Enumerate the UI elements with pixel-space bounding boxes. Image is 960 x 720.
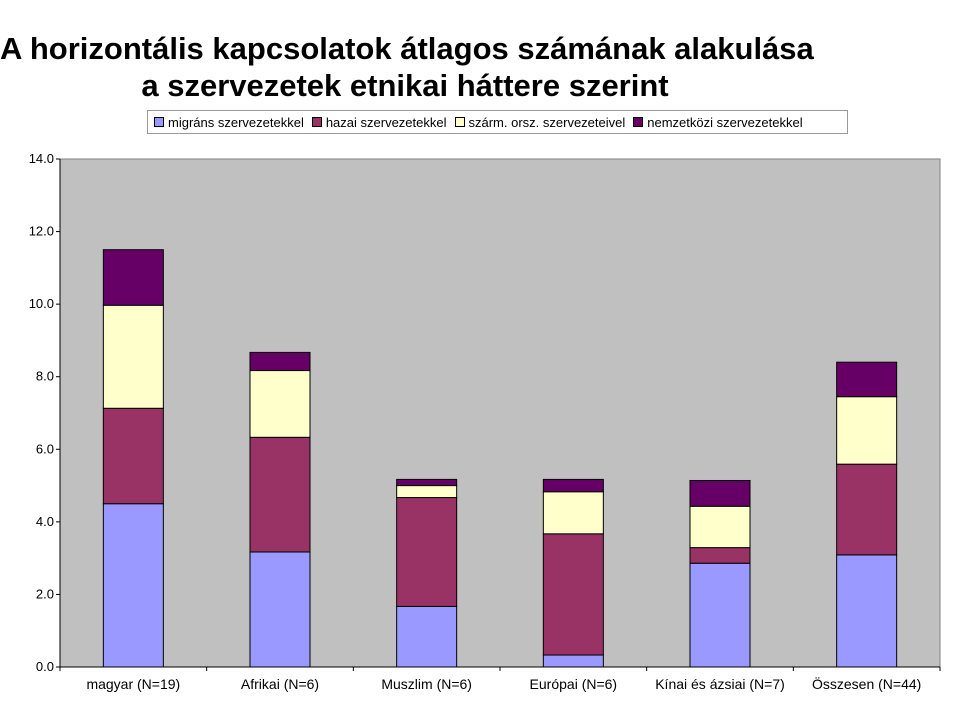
y-tick-label: 4.0	[36, 514, 54, 529]
bar-segment	[542, 533, 604, 656]
y-tick-label: 12.0	[29, 224, 54, 239]
legend-swatch	[311, 117, 322, 127]
x-category-label: magyar (N=19)	[86, 676, 180, 692]
bar-segment	[249, 370, 311, 438]
y-tick-label: 14.0	[29, 151, 54, 166]
chart-subtitle: a szervezetek etnikai háttere szerint	[141, 68, 669, 103]
x-category-label: Afrikai (N=6)	[241, 676, 319, 692]
axes	[56, 158, 941, 671]
y-tick-label: 2.0	[36, 586, 54, 601]
chart-title-block: A horizontális kapcsolatok átlagos számá…	[0, 30, 814, 104]
bar-segment	[102, 407, 164, 505]
bar-segment	[689, 479, 751, 507]
bar-segment	[836, 463, 898, 556]
tick-labels: 0.0 2.0 4.0 6.0 8.0 10.0 12.0 14.0 magyar (N=19)…	[29, 151, 922, 692]
legend-label: migráns szervezetekkel	[168, 114, 304, 130]
legend-swatch	[154, 117, 164, 127]
bar-segment	[249, 351, 311, 372]
bar-segment	[396, 497, 458, 607]
x-category-label: Összesen (N=44)	[812, 675, 921, 692]
x-category-label: Muszlim (N=6)	[381, 676, 472, 692]
bar-segment	[102, 304, 164, 409]
bar-segment	[542, 491, 604, 535]
bar-segment	[396, 605, 458, 668]
chart-legend: migráns szervezetekkel hazai szervezetekk…	[147, 110, 848, 134]
bar-segment	[102, 249, 164, 306]
x-category-label: Kínai és ázsiai (N=7)	[655, 676, 785, 692]
y-tick-label: 0.0	[36, 659, 54, 674]
legend-swatch	[454, 117, 465, 127]
y-tick-label: 10.0	[29, 296, 54, 311]
legend-item: szárm. orsz. szervezeteivel	[454, 114, 626, 130]
bar-segment	[542, 478, 604, 493]
plot-area	[59, 158, 941, 668]
bar-segment	[689, 505, 751, 549]
legend-label: hazai szervezetekkel	[325, 114, 447, 130]
bar-segment	[836, 361, 898, 398]
y-tick-label: 8.0	[36, 369, 54, 384]
bar-segment	[836, 396, 898, 465]
legend-label: szárm. orsz. szervezeteivel	[468, 114, 626, 130]
bar-segment	[689, 547, 751, 564]
bar-segment	[249, 551, 311, 668]
legend-item: nemzetközi szervezetekkel	[633, 114, 803, 130]
bar-segment	[689, 562, 751, 668]
legend-item: migráns szervezetekkel	[154, 115, 304, 130]
bar-segment	[836, 554, 898, 668]
chart-title: A horizontális kapcsolatok átlagos számá…	[0, 31, 814, 66]
bar-segment	[102, 503, 164, 668]
bars	[102, 249, 898, 668]
x-category-label: Európai (N=6)	[530, 676, 618, 692]
legend-item: hazai szervezetekkel	[311, 114, 447, 130]
legend-label: nemzetközi szervezetekkel	[647, 114, 803, 130]
bar-segment	[542, 654, 604, 668]
bar-segment	[396, 478, 458, 487]
legend-swatch	[633, 117, 644, 127]
y-tick-label: 6.0	[36, 441, 54, 456]
bar-segment	[396, 485, 458, 499]
bar-segment	[249, 436, 311, 553]
